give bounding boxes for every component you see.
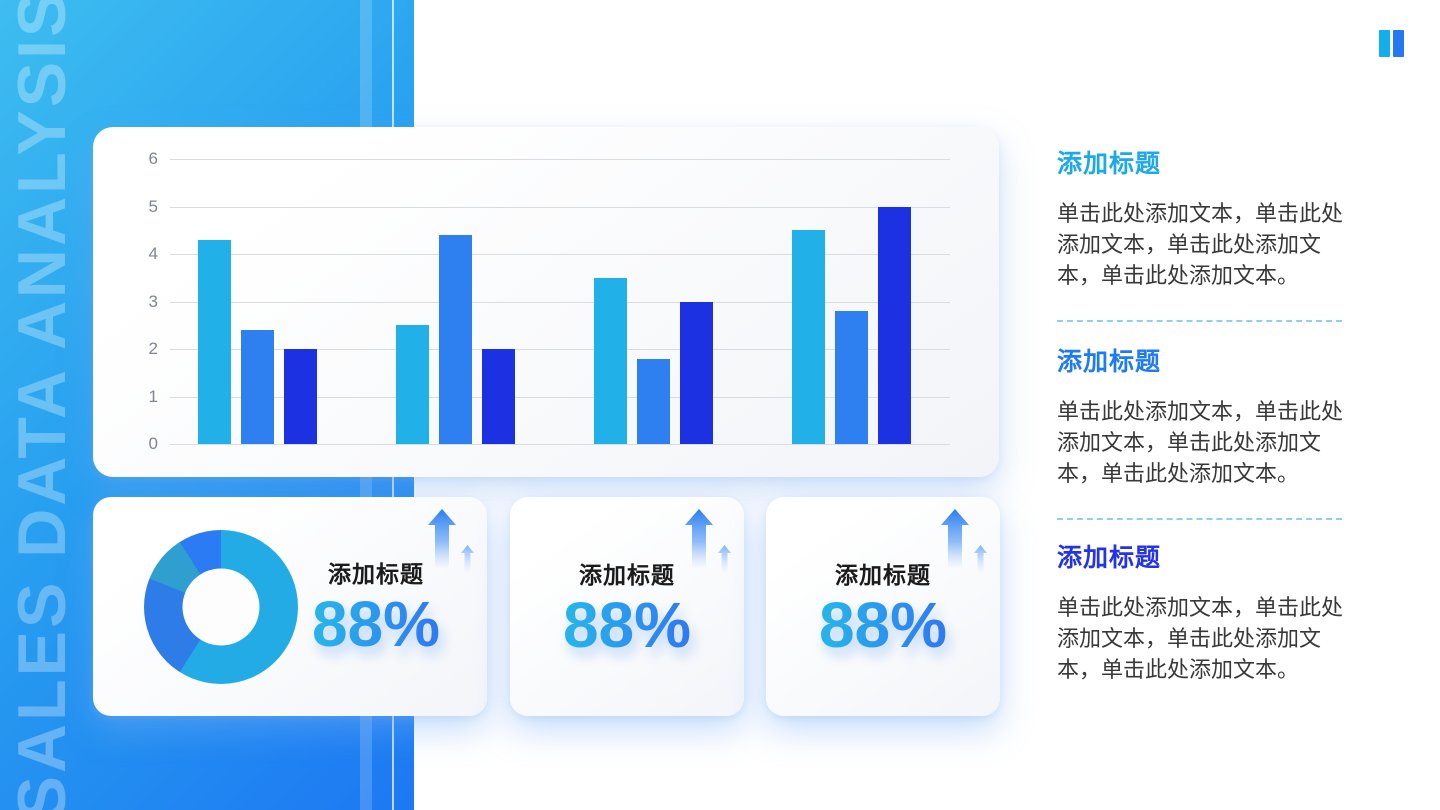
y-axis-tick-label: 0 bbox=[148, 434, 158, 453]
y-axis-tick-label: 6 bbox=[148, 149, 158, 168]
stat-value[interactable]: 88% bbox=[311, 587, 441, 660]
bar-series-navy-group2 bbox=[482, 349, 515, 444]
stat-text-1: 添加标题 88% bbox=[312, 555, 440, 658]
bar-chart-card[interactable]: 0 1 2 3 4 5 6 bbox=[93, 127, 999, 477]
donut-chart[interactable] bbox=[143, 529, 298, 684]
stat-title[interactable]: 添加标题 bbox=[328, 560, 424, 587]
pause-bar-right bbox=[1393, 30, 1404, 57]
gridline bbox=[170, 159, 950, 160]
bar-series-cyan-group4 bbox=[792, 230, 825, 444]
info-section-2: 添加标题 单击此处添加文本，单击此处添加文本，单击此处添加文本，单击此处添加文本… bbox=[1057, 346, 1349, 489]
growth-arrow-icon bbox=[685, 509, 731, 573]
gridline bbox=[170, 444, 950, 445]
y-axis-tick-label: 4 bbox=[148, 244, 158, 263]
bar-series-navy-group1 bbox=[284, 349, 317, 444]
gridline bbox=[170, 301, 950, 303]
bar-series-blue-group1 bbox=[241, 330, 274, 444]
bar-series-blue-group3 bbox=[637, 358, 670, 444]
bar-series-cyan-group2 bbox=[396, 325, 429, 444]
y-axis-tick-label: 3 bbox=[148, 291, 158, 311]
bar-series-navy-group4 bbox=[878, 206, 911, 444]
stat-value[interactable]: 88% bbox=[562, 588, 692, 661]
info-title-2[interactable]: 添加标题 bbox=[1057, 348, 1162, 376]
info-body-1[interactable]: 单击此处添加文本，单击此处添加文本，单击此处添加文本，单击此处添加文本。 bbox=[1057, 201, 1344, 288]
stat-value[interactable]: 88% bbox=[818, 588, 948, 661]
y-axis-tick-label: 1 bbox=[148, 386, 158, 406]
info-title-1[interactable]: 添加标题 bbox=[1057, 150, 1162, 178]
bar-series-blue-group4 bbox=[835, 311, 868, 444]
stat-card-1[interactable]: 添加标题 88% bbox=[93, 497, 487, 716]
stat-text-2: 添加标题 88% bbox=[563, 556, 691, 659]
gridline bbox=[170, 254, 950, 255]
stat-card-2[interactable]: 添加标题 88% bbox=[510, 497, 744, 716]
stat-title[interactable]: 添加标题 bbox=[835, 561, 931, 588]
y-axis-tick-label: 2 bbox=[148, 339, 158, 358]
bar-series-cyan-group1 bbox=[198, 239, 231, 444]
pause-bars-icon bbox=[1379, 30, 1405, 57]
stat-title[interactable]: 添加标题 bbox=[579, 561, 675, 588]
stat-text-3: 添加标题 88% bbox=[819, 556, 947, 659]
info-body-2[interactable]: 单击此处添加文本，单击此处添加文本，单击此处添加文本，单击此处添加文本。 bbox=[1057, 399, 1344, 486]
gridline bbox=[170, 349, 950, 350]
bar-chart-plot: 0 1 2 3 4 5 6 bbox=[149, 149, 950, 453]
gridline bbox=[170, 206, 950, 208]
gridline bbox=[170, 396, 950, 398]
y-axis-tick-label: 5 bbox=[148, 196, 158, 216]
bar-series-blue-group2 bbox=[439, 235, 472, 444]
info-section-3: 添加标题 单击此处添加文本，单击此处添加文本，单击此处添加文本，单击此处添加文本… bbox=[1057, 542, 1349, 685]
pause-bar-left bbox=[1379, 30, 1390, 57]
vertical-title: SALES DATA ANALYSIS bbox=[4, 0, 80, 810]
growth-arrow-icon bbox=[941, 509, 987, 573]
info-body-3[interactable]: 单击此处添加文本，单击此处添加文本，单击此处添加文本，单击此处添加文本。 bbox=[1057, 595, 1344, 682]
bar-series-navy-group3 bbox=[680, 301, 713, 444]
growth-arrow-icon bbox=[428, 509, 474, 573]
dashed-divider bbox=[1057, 518, 1342, 520]
info-section-1: 添加标题 单击此处添加文本，单击此处添加文本，单击此处添加文本，单击此处添加文本… bbox=[1057, 148, 1349, 291]
bar-series-cyan-group3 bbox=[594, 277, 627, 444]
info-title-3[interactable]: 添加标题 bbox=[1057, 544, 1162, 572]
stat-card-3[interactable]: 添加标题 88% bbox=[766, 497, 1000, 716]
dashed-divider bbox=[1057, 320, 1342, 322]
